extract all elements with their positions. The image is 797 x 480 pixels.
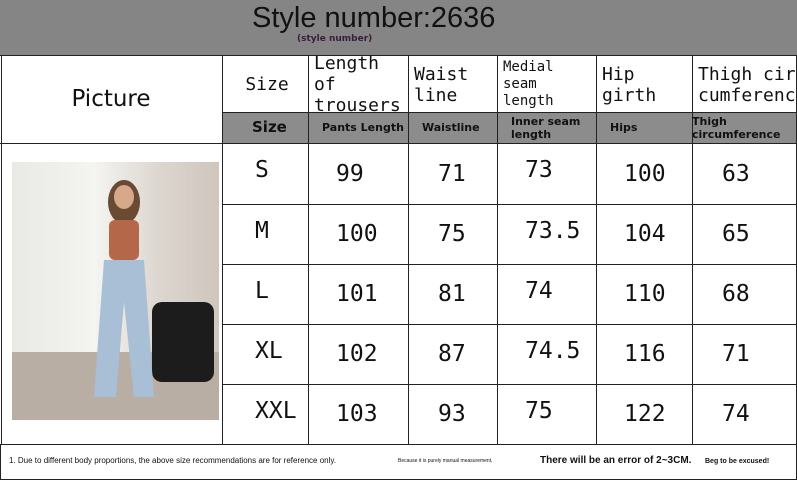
picture-header: Picture <box>71 86 151 112</box>
table-cell: 74 <box>722 401 750 427</box>
table-cell: 100 <box>624 160 666 187</box>
table-cell: 101 <box>336 281 378 307</box>
footer-note-1: 1. Due to different body proportions, th… <box>9 456 336 465</box>
table-cell: 73 <box>525 157 553 183</box>
title-band: Style number:2636 (style number) <box>0 0 797 55</box>
table-cell: 73.5 <box>525 218 581 244</box>
table-cell: 103 <box>336 401 378 427</box>
table-cell: S <box>255 157 269 183</box>
english-header-row <box>222 112 797 143</box>
column-divider <box>596 55 597 445</box>
table-cell: L <box>255 278 269 304</box>
column-header: Thigh cir cumference <box>698 63 797 106</box>
table-cell: 93 <box>438 401 466 427</box>
footer-note-3: There will be an error of 2~3CM. <box>540 455 692 466</box>
table-cell: XL <box>255 338 283 364</box>
column-divider <box>308 55 309 445</box>
column-divider <box>222 55 223 445</box>
column-header: Size <box>245 74 289 95</box>
table-cell: 87 <box>438 341 466 367</box>
table-cell: 104 <box>624 221 666 247</box>
table-cell: 71 <box>438 160 466 187</box>
column-divider <box>408 55 409 445</box>
row-divider <box>0 55 797 56</box>
column-header-en: Inner seam length <box>511 114 581 141</box>
footer-border <box>0 444 1 480</box>
column-header-en: Hips <box>610 121 638 134</box>
column-header-en: Pants Length <box>322 121 404 134</box>
table-cell: 122 <box>624 401 666 427</box>
table-cell: 75 <box>525 398 553 424</box>
row-divider <box>0 143 797 144</box>
row-divider <box>0 444 797 445</box>
column-header: Medial seam length <box>503 59 554 109</box>
column-header: Hip girth <box>602 63 657 106</box>
product-photo <box>12 162 219 420</box>
table-cell: XXL <box>255 398 297 424</box>
table-cell: 63 <box>722 160 750 187</box>
row-divider <box>222 264 797 265</box>
footer-note-4: Beg to be excused! <box>705 458 770 465</box>
column-header-en: Thigh circumference <box>692 114 781 141</box>
table-cell: 116 <box>624 341 666 367</box>
page-title: Style number:2636 <box>252 2 496 34</box>
row-divider <box>222 112 797 113</box>
table-cell: 75 <box>438 221 466 247</box>
table-cell: 99 <box>336 160 364 187</box>
table-cell: 74.5 <box>525 338 581 364</box>
table-cell: 110 <box>624 281 666 307</box>
table-cell: M <box>255 218 269 244</box>
column-divider <box>692 55 693 445</box>
column-divider <box>1 55 2 445</box>
column-header-en: Size <box>252 118 287 136</box>
table-cell: 81 <box>438 281 466 307</box>
column-header: Waist line <box>414 63 469 106</box>
table-cell: 68 <box>722 281 750 307</box>
table-cell: 102 <box>336 341 378 367</box>
column-divider <box>497 55 498 445</box>
column-header: Length of trousers <box>314 53 401 116</box>
column-header-en: Waistline <box>422 121 480 134</box>
table-cell: 65 <box>722 221 750 247</box>
table-cell: 74 <box>525 278 553 304</box>
row-divider <box>222 324 797 325</box>
row-divider <box>222 204 797 205</box>
footer-note-2: Because it is purely manual measurement, <box>398 458 493 464</box>
table-cell: 100 <box>336 221 378 247</box>
page-subtitle: (style number) <box>297 34 373 44</box>
row-divider <box>222 384 797 385</box>
table-cell: 71 <box>722 341 750 367</box>
